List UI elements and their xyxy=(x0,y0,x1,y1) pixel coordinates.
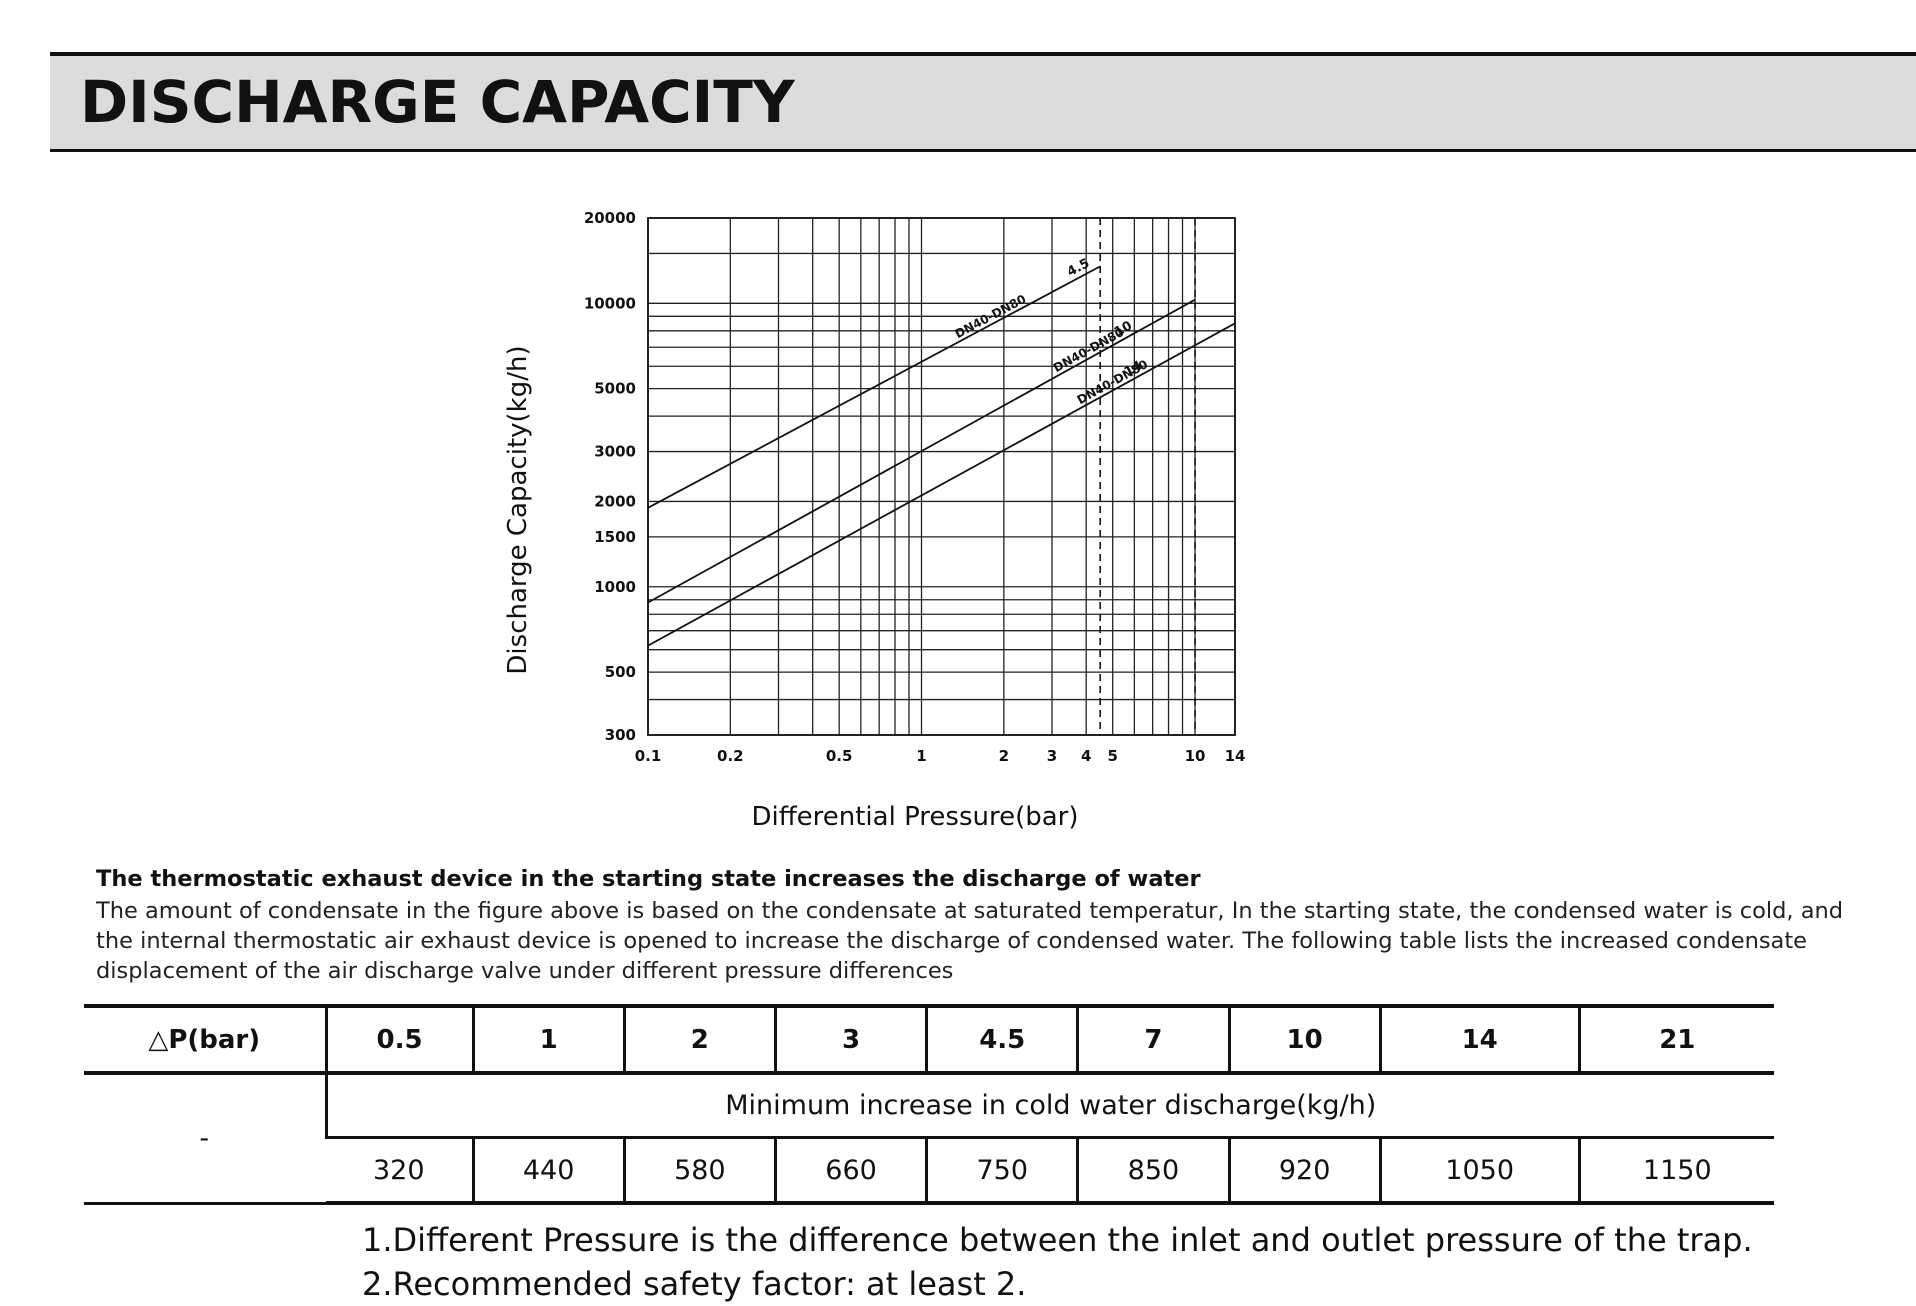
table-values-row: 320 440 580 660 750 850 920 1050 1150 xyxy=(84,1137,1774,1205)
y-tick-label: 500 xyxy=(605,663,636,681)
pressure-cell: 4.5 xyxy=(925,1004,1078,1075)
value-cell: 1150 xyxy=(1577,1137,1774,1205)
pressure-header-cell: △P(bar) xyxy=(84,1004,326,1075)
series-tag-label: 4.5 xyxy=(1065,256,1092,280)
pressure-cell: 21 xyxy=(1577,1004,1774,1075)
dash-cell: - xyxy=(84,1073,326,1205)
x-tick-label: 5 xyxy=(1107,747,1117,765)
y-tick-label: 1500 xyxy=(594,528,636,546)
y-tick-label: 2000 xyxy=(594,492,636,510)
intro-line: displacement of the air discharge valve … xyxy=(96,958,954,984)
pressure-cell: 2 xyxy=(622,1004,776,1075)
y-tick-label: 10000 xyxy=(584,294,636,312)
x-tick-label: 0.2 xyxy=(717,747,744,765)
chart-axes xyxy=(647,217,1236,736)
chart-grid xyxy=(647,217,1236,736)
intro-line: The amount of condensate in the figure a… xyxy=(96,898,1844,924)
value-cell: 660 xyxy=(773,1137,927,1205)
discharge-capacity-chart: 0.1 0.2 0.5 1 2 3 4 5 10 14 300 500 1000 1500 2000 3000… xyxy=(503,209,1246,832)
y-tick-label: 20000 xyxy=(584,209,636,227)
x-tick-label: 0.5 xyxy=(826,747,853,765)
x-axis-title: Differential Pressure(bar) xyxy=(751,802,1078,832)
y-tick-label: 5000 xyxy=(594,380,636,398)
x-tick-label: 3 xyxy=(1047,747,1057,765)
pressure-cell: 14 xyxy=(1378,1004,1580,1075)
value-cell: 850 xyxy=(1076,1137,1230,1205)
x-tick-label: 0.1 xyxy=(635,747,662,765)
value-cell: 580 xyxy=(622,1137,776,1205)
x-tick-label: 4 xyxy=(1081,747,1091,765)
table-caption-cell: Minimum increase in cold water discharge… xyxy=(324,1073,1774,1139)
pressure-cell: 3 xyxy=(773,1004,927,1075)
value-cell: 440 xyxy=(471,1137,625,1205)
note-line: 2.Recommended safety factor: at least 2. xyxy=(362,1265,1027,1303)
cold-water-increase-table: △P(bar) 0.5 1 2 3 4.5 7 10 14 21 - Minim… xyxy=(84,1004,1774,1205)
chart-labels: 0.1 0.2 0.5 1 2 3 4 5 10 14 300 500 1000 1500 2000 3000… xyxy=(584,209,1246,765)
series-line-14 xyxy=(647,322,1236,647)
value-cell: 920 xyxy=(1227,1137,1381,1205)
table-caption-row: - Minimum increase in cold water dischar… xyxy=(84,1073,1774,1205)
series-line-4.5 xyxy=(647,265,1101,509)
header-band: DISCHARGE CAPACITY xyxy=(50,52,1916,152)
plot-frame xyxy=(647,217,1236,736)
x-tick-label: 1 xyxy=(916,747,926,765)
y-tick-label: 1000 xyxy=(594,578,636,596)
y-tick-label: 300 xyxy=(605,726,636,744)
page-title: DISCHARGE CAPACITY xyxy=(80,68,795,136)
value-cell: 1050 xyxy=(1378,1137,1580,1205)
intro-body: The amount of condensate in the figure a… xyxy=(96,896,1844,986)
value-cell: 750 xyxy=(925,1137,1078,1205)
series-line-10 xyxy=(647,298,1196,604)
pressure-cell: 0.5 xyxy=(324,1004,474,1075)
y-axis-title: Discharge Capacity(kg/h) xyxy=(503,345,533,674)
table-header-row: △P(bar) 0.5 1 2 3 4.5 7 10 14 21 xyxy=(84,1004,1774,1075)
notes: 1.Different Pressure is the difference b… xyxy=(362,1218,1753,1306)
x-tick-label: 10 xyxy=(1185,747,1206,765)
x-tick-label: 2 xyxy=(999,747,1009,765)
x-tick-label: 14 xyxy=(1225,747,1246,765)
pressure-cell: 7 xyxy=(1076,1004,1230,1075)
intro-line: the internal thermostatic air exhaust de… xyxy=(96,928,1808,954)
pressure-cell: 1 xyxy=(471,1004,625,1075)
pressure-cell: 10 xyxy=(1227,1004,1381,1075)
intro-heading: The thermostatic exhaust device in the s… xyxy=(96,866,1201,892)
note-line: 1.Different Pressure is the difference b… xyxy=(362,1221,1753,1259)
chart-series xyxy=(647,265,1236,647)
y-tick-label: 3000 xyxy=(594,443,636,461)
value-cell: 320 xyxy=(326,1137,474,1205)
